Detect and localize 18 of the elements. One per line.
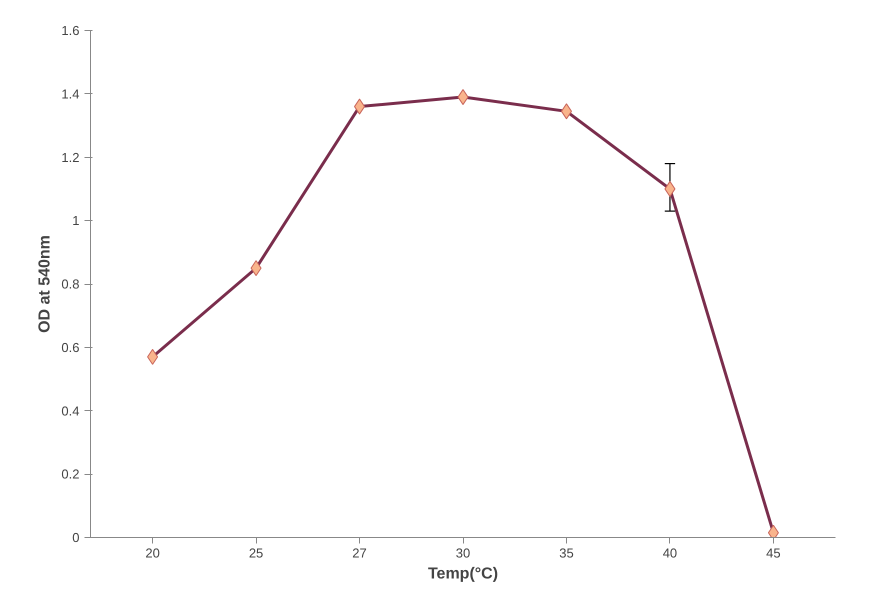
x-axis-title: Temp(°C) bbox=[428, 566, 498, 582]
y-tick-label: 0.2 bbox=[61, 466, 80, 482]
x-tick-label: 25 bbox=[248, 546, 264, 560]
y-tick-label: 1.4 bbox=[61, 86, 80, 102]
x-tick-label: 27 bbox=[352, 546, 367, 560]
x-tick-label: 20 bbox=[145, 546, 160, 560]
y-tick-label: 1 bbox=[72, 213, 80, 228]
y-tick-label: 0.4 bbox=[61, 403, 80, 418]
x-tick-label: 35 bbox=[559, 546, 574, 560]
y-tick-label: 1.6 bbox=[61, 23, 80, 38]
y-tick-label: 0 bbox=[72, 530, 80, 545]
y-tick-label: 0.6 bbox=[61, 340, 80, 355]
x-tick-label: 30 bbox=[456, 546, 470, 560]
y-tick-label: 0.8 bbox=[61, 276, 80, 292]
y-axis-title: OD at 540nm bbox=[36, 235, 54, 333]
y-tick-label: 1.2 bbox=[61, 150, 80, 165]
x-tick-label: 45 bbox=[766, 546, 781, 560]
x-tick-label: 40 bbox=[662, 546, 678, 560]
